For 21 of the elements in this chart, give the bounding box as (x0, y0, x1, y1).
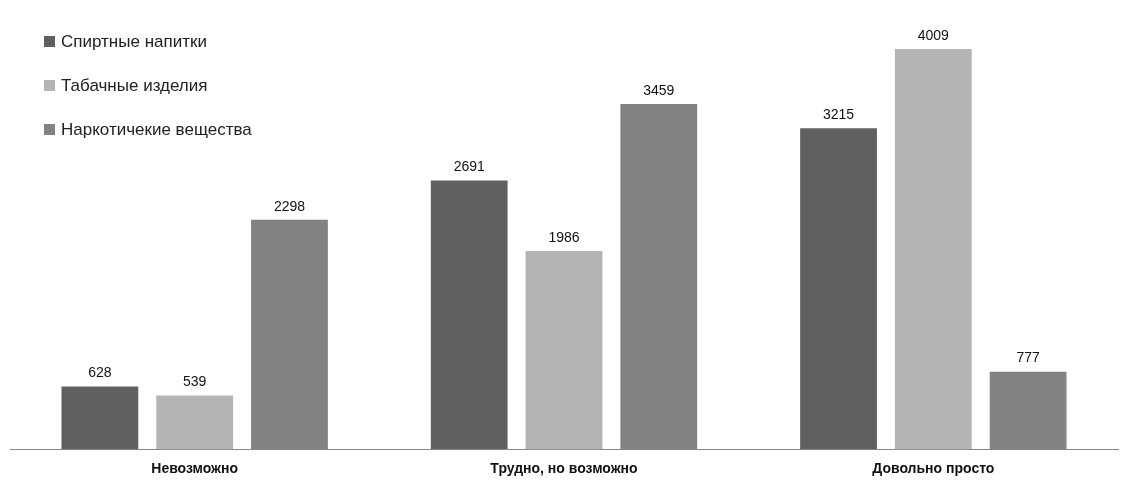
data-label: 3459 (643, 81, 675, 98)
legend-label: Наркотичекие вещества (61, 119, 252, 140)
x-tick-label: Невозможно (151, 460, 239, 477)
data-label: 628 (88, 364, 112, 381)
legend-label: Спиртные напитки (61, 31, 207, 52)
data-label: 777 (1016, 349, 1041, 366)
data-label: 2298 (273, 197, 306, 214)
bar (61, 386, 139, 450)
data-label: 2691 (453, 158, 485, 175)
bar (894, 49, 972, 450)
x-tick-label: Довольно просто (872, 460, 995, 477)
data-label: 1986 (548, 228, 580, 245)
bar (800, 128, 877, 450)
data-label: 3215 (822, 106, 855, 123)
legend-label: Табачные изделия (61, 75, 208, 96)
bar (156, 395, 234, 450)
bar (525, 250, 603, 450)
bar (430, 180, 508, 450)
data-label: 539 (182, 373, 207, 390)
x-tick-label: Трудно, но возможно (490, 460, 638, 477)
data-label: 4009 (917, 26, 950, 43)
